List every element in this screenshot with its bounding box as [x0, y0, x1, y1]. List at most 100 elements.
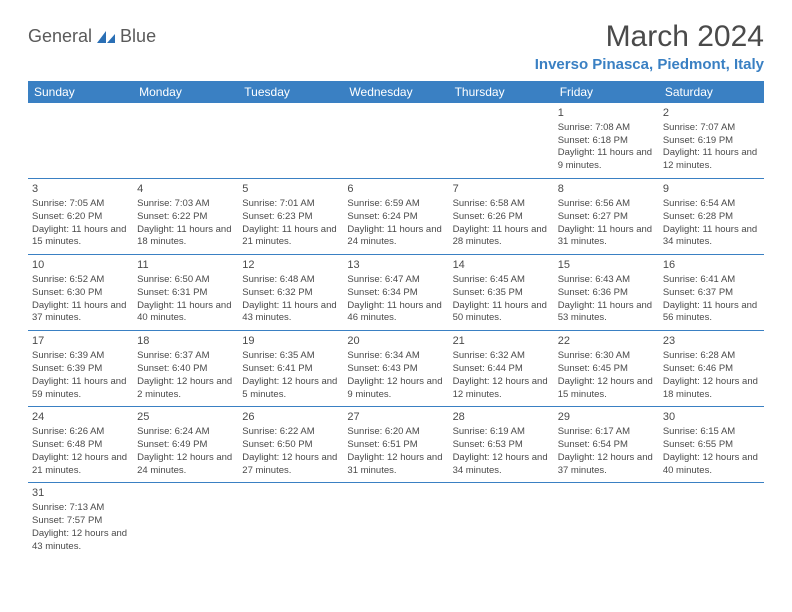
calendar-day-cell	[449, 483, 554, 559]
calendar-week-row: 1Sunrise: 7:08 AMSunset: 6:18 PMDaylight…	[28, 103, 764, 179]
weekday-header: Sunday	[28, 81, 133, 103]
calendar-day-cell: 28Sunrise: 6:19 AMSunset: 6:53 PMDayligh…	[449, 407, 554, 483]
day-number: 31	[32, 486, 129, 501]
day-number: 11	[137, 258, 234, 273]
day-number: 27	[347, 410, 444, 425]
calendar-day-cell: 30Sunrise: 6:15 AMSunset: 6:55 PMDayligh…	[659, 407, 764, 483]
day-details: Sunrise: 6:20 AMSunset: 6:51 PMDaylight:…	[347, 426, 444, 477]
calendar-day-cell: 25Sunrise: 6:24 AMSunset: 6:49 PMDayligh…	[133, 407, 238, 483]
calendar-day-cell: 6Sunrise: 6:59 AMSunset: 6:24 PMDaylight…	[343, 179, 448, 255]
calendar-day-cell: 26Sunrise: 6:22 AMSunset: 6:50 PMDayligh…	[238, 407, 343, 483]
day-details: Sunrise: 6:58 AMSunset: 6:26 PMDaylight:…	[453, 198, 550, 249]
day-details: Sunrise: 6:35 AMSunset: 6:41 PMDaylight:…	[242, 350, 339, 401]
day-number: 16	[663, 258, 760, 273]
calendar-day-cell: 22Sunrise: 6:30 AMSunset: 6:45 PMDayligh…	[554, 331, 659, 407]
calendar-day-cell: 29Sunrise: 6:17 AMSunset: 6:54 PMDayligh…	[554, 407, 659, 483]
day-number: 25	[137, 410, 234, 425]
day-details: Sunrise: 6:37 AMSunset: 6:40 PMDaylight:…	[137, 350, 234, 401]
day-details: Sunrise: 6:56 AMSunset: 6:27 PMDaylight:…	[558, 198, 655, 249]
calendar-day-cell: 19Sunrise: 6:35 AMSunset: 6:41 PMDayligh…	[238, 331, 343, 407]
calendar-day-cell: 17Sunrise: 6:39 AMSunset: 6:39 PMDayligh…	[28, 331, 133, 407]
day-details: Sunrise: 6:48 AMSunset: 6:32 PMDaylight:…	[242, 274, 339, 325]
calendar-day-cell: 2Sunrise: 7:07 AMSunset: 6:19 PMDaylight…	[659, 103, 764, 179]
day-details: Sunrise: 6:52 AMSunset: 6:30 PMDaylight:…	[32, 274, 129, 325]
calendar-day-cell	[449, 103, 554, 179]
calendar-table: Sunday Monday Tuesday Wednesday Thursday…	[28, 81, 764, 559]
day-details: Sunrise: 7:07 AMSunset: 6:19 PMDaylight:…	[663, 122, 760, 173]
day-number: 18	[137, 334, 234, 349]
calendar-document: General Blue March 2024 Inverso Pinasca, …	[0, 0, 792, 579]
calendar-body: 1Sunrise: 7:08 AMSunset: 6:18 PMDaylight…	[28, 103, 764, 559]
day-details: Sunrise: 6:17 AMSunset: 6:54 PMDaylight:…	[558, 426, 655, 477]
day-details: Sunrise: 6:47 AMSunset: 6:34 PMDaylight:…	[347, 274, 444, 325]
day-number: 22	[558, 334, 655, 349]
calendar-day-cell	[659, 483, 764, 559]
day-details: Sunrise: 6:32 AMSunset: 6:44 PMDaylight:…	[453, 350, 550, 401]
logo: General Blue	[28, 20, 156, 47]
day-details: Sunrise: 7:13 AMSunset: 7:57 PMDaylight:…	[32, 502, 129, 553]
logo-sail-icon	[96, 30, 116, 44]
day-number: 26	[242, 410, 339, 425]
weekday-header: Wednesday	[343, 81, 448, 103]
day-details: Sunrise: 6:39 AMSunset: 6:39 PMDaylight:…	[32, 350, 129, 401]
calendar-day-cell: 1Sunrise: 7:08 AMSunset: 6:18 PMDaylight…	[554, 103, 659, 179]
day-details: Sunrise: 7:05 AMSunset: 6:20 PMDaylight:…	[32, 198, 129, 249]
calendar-day-cell	[133, 103, 238, 179]
calendar-day-cell	[133, 483, 238, 559]
day-number: 29	[558, 410, 655, 425]
weekday-header: Monday	[133, 81, 238, 103]
day-number: 7	[453, 182, 550, 197]
calendar-day-cell: 9Sunrise: 6:54 AMSunset: 6:28 PMDaylight…	[659, 179, 764, 255]
weekday-header: Tuesday	[238, 81, 343, 103]
day-number: 24	[32, 410, 129, 425]
day-number: 3	[32, 182, 129, 197]
logo-text-general: General	[28, 26, 92, 47]
day-details: Sunrise: 6:28 AMSunset: 6:46 PMDaylight:…	[663, 350, 760, 401]
calendar-day-cell: 4Sunrise: 7:03 AMSunset: 6:22 PMDaylight…	[133, 179, 238, 255]
calendar-day-cell: 10Sunrise: 6:52 AMSunset: 6:30 PMDayligh…	[28, 255, 133, 331]
day-number: 5	[242, 182, 339, 197]
day-number: 23	[663, 334, 760, 349]
day-number: 20	[347, 334, 444, 349]
day-details: Sunrise: 7:08 AMSunset: 6:18 PMDaylight:…	[558, 122, 655, 173]
day-number: 1	[558, 106, 655, 121]
weekday-header: Thursday	[449, 81, 554, 103]
day-details: Sunrise: 6:19 AMSunset: 6:53 PMDaylight:…	[453, 426, 550, 477]
day-details: Sunrise: 7:01 AMSunset: 6:23 PMDaylight:…	[242, 198, 339, 249]
calendar-day-cell: 18Sunrise: 6:37 AMSunset: 6:40 PMDayligh…	[133, 331, 238, 407]
logo-text-blue: Blue	[120, 26, 156, 47]
calendar-day-cell: 27Sunrise: 6:20 AMSunset: 6:51 PMDayligh…	[343, 407, 448, 483]
title-block: March 2024 Inverso Pinasca, Piedmont, It…	[535, 20, 764, 73]
day-number: 10	[32, 258, 129, 273]
weekday-header: Friday	[554, 81, 659, 103]
day-number: 17	[32, 334, 129, 349]
weekday-header: Saturday	[659, 81, 764, 103]
calendar-header-row: Sunday Monday Tuesday Wednesday Thursday…	[28, 81, 764, 103]
day-details: Sunrise: 6:34 AMSunset: 6:43 PMDaylight:…	[347, 350, 444, 401]
day-number: 15	[558, 258, 655, 273]
day-number: 28	[453, 410, 550, 425]
calendar-week-row: 3Sunrise: 7:05 AMSunset: 6:20 PMDaylight…	[28, 179, 764, 255]
day-details: Sunrise: 6:41 AMSunset: 6:37 PMDaylight:…	[663, 274, 760, 325]
calendar-day-cell: 5Sunrise: 7:01 AMSunset: 6:23 PMDaylight…	[238, 179, 343, 255]
day-number: 8	[558, 182, 655, 197]
day-details: Sunrise: 6:24 AMSunset: 6:49 PMDaylight:…	[137, 426, 234, 477]
day-number: 4	[137, 182, 234, 197]
month-title: March 2024	[535, 20, 764, 54]
day-details: Sunrise: 6:15 AMSunset: 6:55 PMDaylight:…	[663, 426, 760, 477]
calendar-day-cell	[343, 103, 448, 179]
day-details: Sunrise: 7:03 AMSunset: 6:22 PMDaylight:…	[137, 198, 234, 249]
day-details: Sunrise: 6:59 AMSunset: 6:24 PMDaylight:…	[347, 198, 444, 249]
calendar-week-row: 24Sunrise: 6:26 AMSunset: 6:48 PMDayligh…	[28, 407, 764, 483]
calendar-day-cell: 12Sunrise: 6:48 AMSunset: 6:32 PMDayligh…	[238, 255, 343, 331]
calendar-day-cell: 3Sunrise: 7:05 AMSunset: 6:20 PMDaylight…	[28, 179, 133, 255]
calendar-day-cell	[28, 103, 133, 179]
calendar-day-cell: 7Sunrise: 6:58 AMSunset: 6:26 PMDaylight…	[449, 179, 554, 255]
day-details: Sunrise: 6:30 AMSunset: 6:45 PMDaylight:…	[558, 350, 655, 401]
calendar-day-cell: 20Sunrise: 6:34 AMSunset: 6:43 PMDayligh…	[343, 331, 448, 407]
day-number: 9	[663, 182, 760, 197]
day-details: Sunrise: 6:22 AMSunset: 6:50 PMDaylight:…	[242, 426, 339, 477]
calendar-week-row: 10Sunrise: 6:52 AMSunset: 6:30 PMDayligh…	[28, 255, 764, 331]
calendar-day-cell: 31Sunrise: 7:13 AMSunset: 7:57 PMDayligh…	[28, 483, 133, 559]
calendar-day-cell	[238, 483, 343, 559]
